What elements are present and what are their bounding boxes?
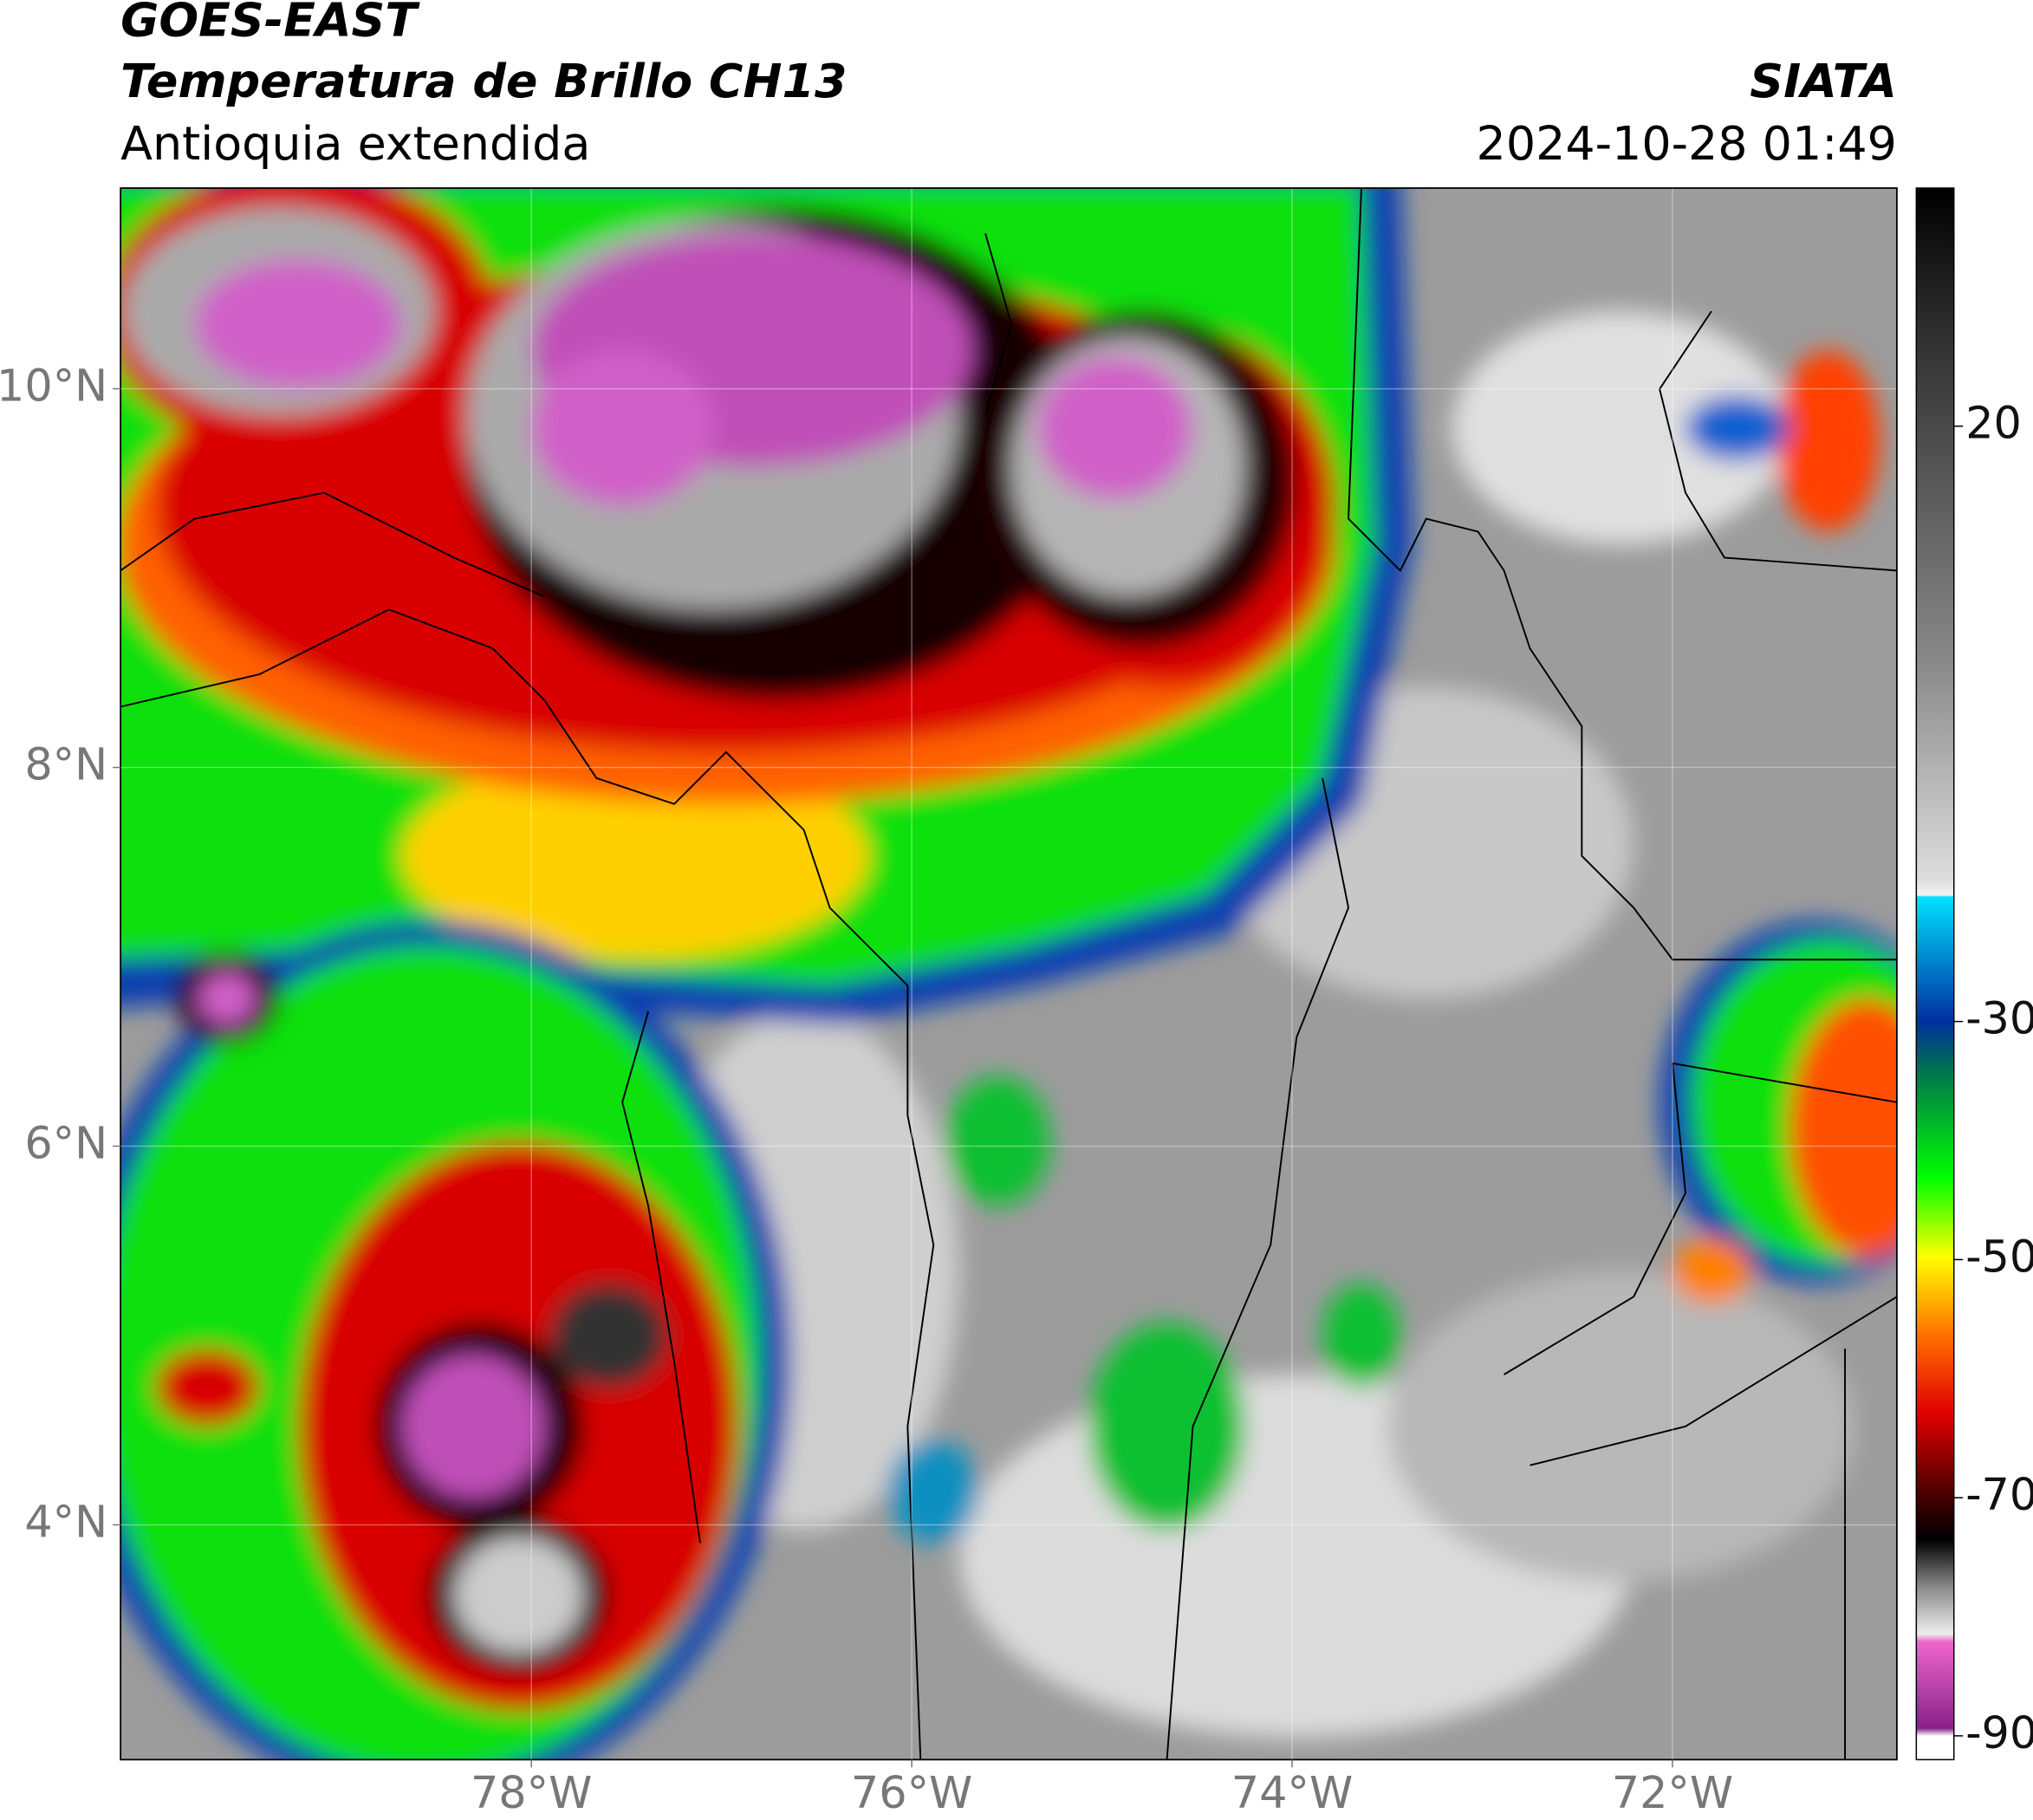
colorbar-tick-label: -50: [1965, 1231, 2033, 1282]
cloud: [198, 972, 256, 1025]
border: [1530, 1296, 1897, 1466]
coastline: [984, 233, 1013, 416]
cloud: [1036, 356, 1193, 500]
border: [1348, 188, 1897, 961]
cloud: [946, 1076, 1050, 1206]
lat-tick-label: 4°N: [24, 1496, 107, 1547]
ticks: 10°N 8°N 6°N 4°N 78°W 76°W 74°W 72°W 20 -30 -50 -70…: [0, 361, 2033, 1819]
border: [1166, 777, 1350, 1760]
cloud: [1686, 395, 1789, 461]
cloud: [453, 1537, 584, 1654]
subtitle: Temperatura de Brillo CH13: [120, 54, 847, 108]
cloud: [887, 1439, 979, 1544]
map-frame: [120, 187, 1898, 1761]
source: SIATA: [1750, 54, 1897, 108]
cloud: [401, 751, 869, 960]
cloud: [1387, 1271, 1854, 1583]
cloud: [550, 1284, 668, 1388]
border: [906, 1115, 935, 1760]
lon-tick-label: 74°W: [1231, 1767, 1353, 1818]
cloud: [1322, 1284, 1400, 1388]
region: Antioquia extendida: [120, 116, 590, 171]
cloud: [1776, 350, 1880, 532]
colorbar-tick-label: -70: [1965, 1469, 2033, 1520]
cloud: [1673, 1238, 1750, 1303]
cloud: [531, 350, 713, 506]
coastline: [621, 1011, 701, 1544]
coastline: [120, 491, 545, 598]
lat-tick-label: 8°N: [24, 739, 107, 790]
border: [1504, 1062, 1897, 1375]
cloud: [155, 1349, 260, 1427]
cloud: [194, 259, 402, 389]
colorbar-tick-label: -90: [1965, 1707, 2033, 1758]
lon-tick-label: 78°W: [471, 1767, 592, 1818]
cloud-field: [120, 188, 1897, 1760]
borders: [120, 188, 1897, 1760]
cloud: [1789, 998, 1897, 1258]
colorbar-tick-label: 20: [1965, 398, 2022, 449]
border: [120, 608, 909, 1115]
grid: [120, 188, 1897, 1760]
border: [1659, 310, 1897, 572]
lat-tick-label: 10°N: [0, 361, 107, 412]
title: GOES-EAST: [120, 0, 420, 48]
datetime: 2024-10-28 01:49: [1477, 116, 1897, 171]
colorbar: [1915, 187, 1955, 1761]
lon-tick-label: 76°W: [851, 1767, 972, 1818]
lon-tick-label: 72°W: [1612, 1767, 1733, 1818]
satellite-image: [120, 188, 1897, 1760]
lat-tick-label: 6°N: [24, 1118, 107, 1169]
colorbar-tick-label: -30: [1965, 993, 2033, 1044]
cloud: [1452, 311, 1789, 545]
cloud: [401, 1355, 545, 1498]
cloud: [1088, 1323, 1245, 1531]
